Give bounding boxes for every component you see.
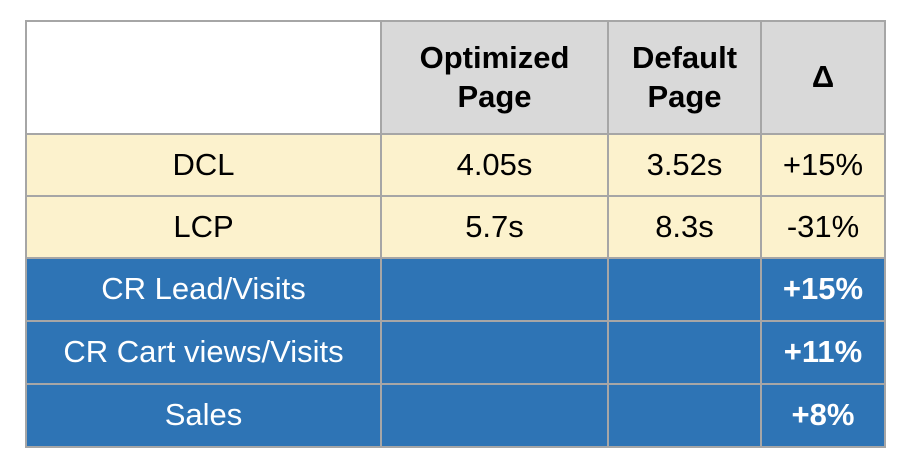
default-value-cell (607, 320, 762, 385)
delta-value-cell: +15% (760, 133, 886, 197)
delta-value-cell: -31% (760, 195, 886, 259)
metric-label-cell: LCP (25, 195, 382, 259)
column-header-delta: Δ (760, 20, 886, 135)
default-value-cell (607, 257, 762, 322)
optimized-value-cell: 4.05s (380, 133, 609, 197)
table-header-row: Optimized Page Default Page Δ (25, 20, 886, 135)
default-value-cell: 8.3s (607, 195, 762, 259)
metric-label-cell: CR Lead/Visits (25, 257, 382, 322)
default-value-cell (607, 383, 762, 448)
metric-label-cell: CR Cart views/Visits (25, 320, 382, 385)
delta-value-cell: +11% (760, 320, 886, 385)
table-row-sales: Sales +8% (25, 383, 886, 448)
optimized-value-cell (380, 320, 609, 385)
metric-label-cell: DCL (25, 133, 382, 197)
comparison-table: Optimized Page Default Page Δ DCL 4.05s … (25, 20, 886, 448)
table-row-cr-lead-visits: CR Lead/Visits +15% (25, 257, 886, 322)
optimized-value-cell (380, 383, 609, 448)
corner-cell (25, 20, 382, 135)
table-row-lcp: LCP 5.7s 8.3s -31% (25, 195, 886, 259)
metric-label-cell: Sales (25, 383, 382, 448)
column-header-default-page: Default Page (607, 20, 762, 135)
column-header-optimized-page: Optimized Page (380, 20, 609, 135)
default-value-cell: 3.52s (607, 133, 762, 197)
optimized-value-cell (380, 257, 609, 322)
optimized-value-cell: 5.7s (380, 195, 609, 259)
table-row-cr-cart-views-visits: CR Cart views/Visits +11% (25, 320, 886, 385)
delta-value-cell: +15% (760, 257, 886, 322)
table-row-dcl: DCL 4.05s 3.52s +15% (25, 133, 886, 197)
delta-value-cell: +8% (760, 383, 886, 448)
